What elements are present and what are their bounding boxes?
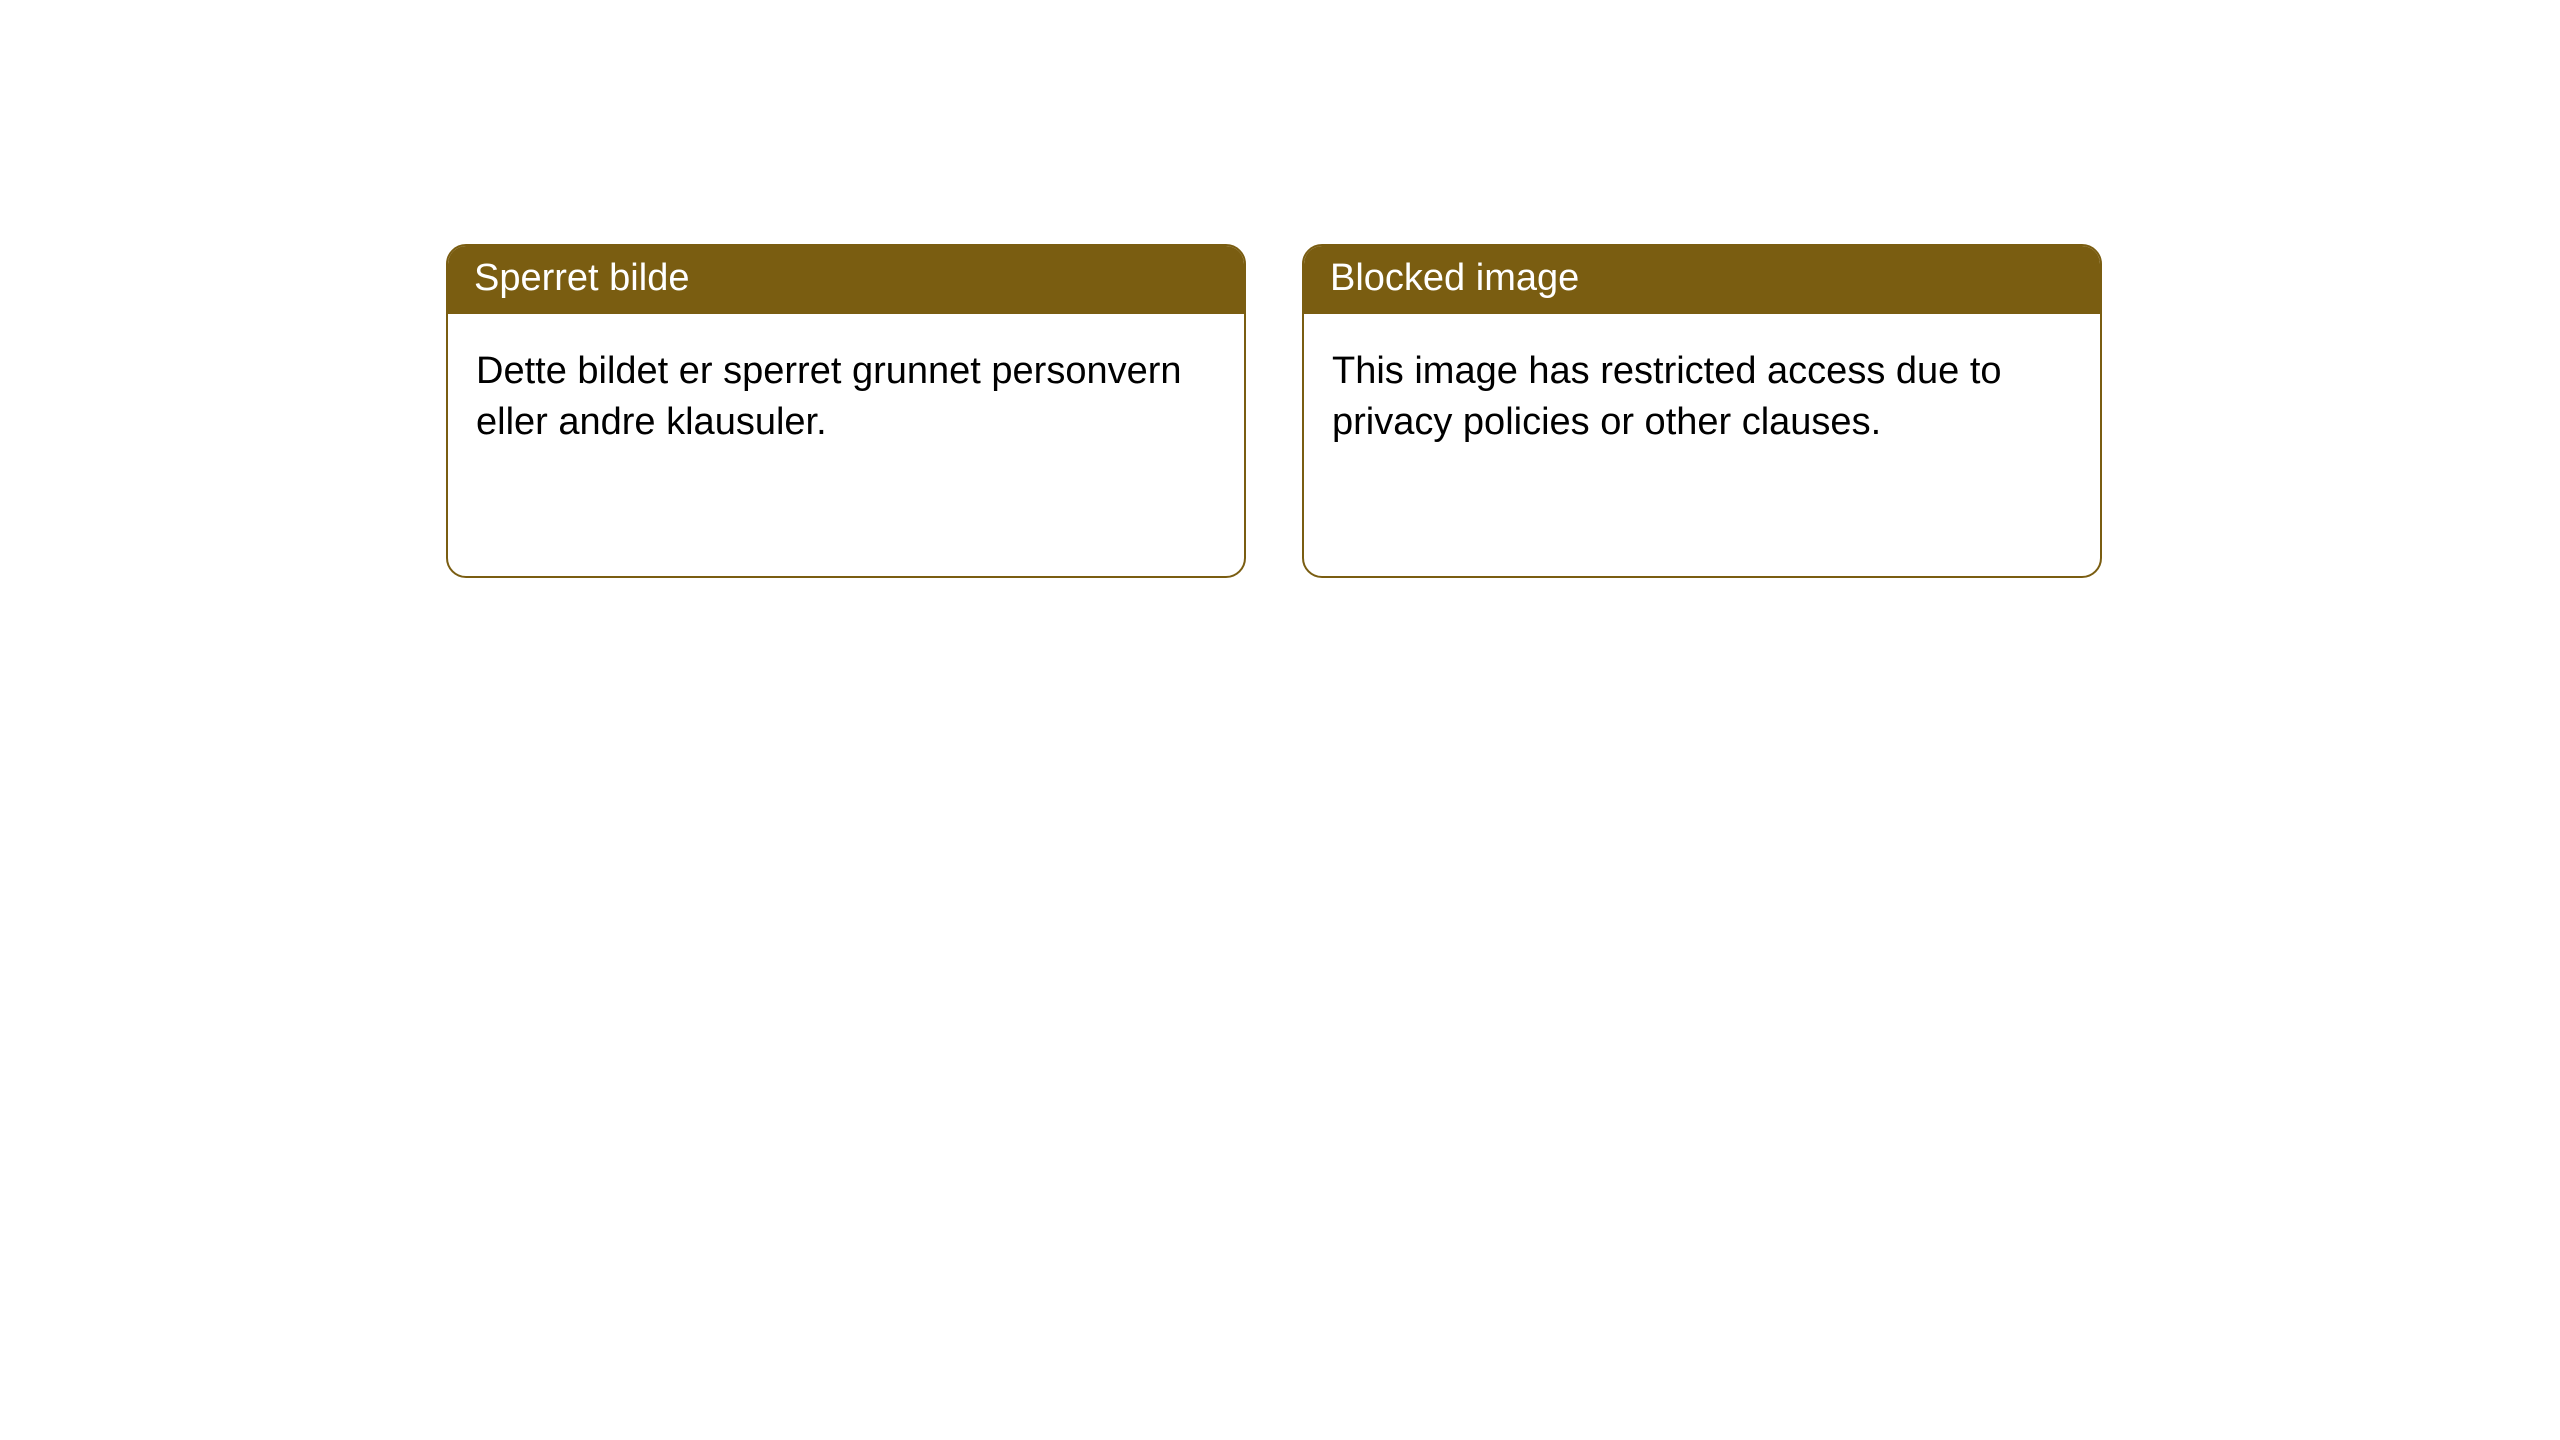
card-header-en: Blocked image	[1304, 246, 2100, 314]
cards-container: Sperret bilde Dette bildet er sperret gr…	[0, 0, 2560, 578]
card-header-no: Sperret bilde	[448, 246, 1244, 314]
card-body-en: This image has restricted access due to …	[1304, 314, 2100, 481]
blocked-image-card-no: Sperret bilde Dette bildet er sperret gr…	[446, 244, 1246, 578]
blocked-image-card-en: Blocked image This image has restricted …	[1302, 244, 2102, 578]
card-body-no: Dette bildet er sperret grunnet personve…	[448, 314, 1244, 481]
